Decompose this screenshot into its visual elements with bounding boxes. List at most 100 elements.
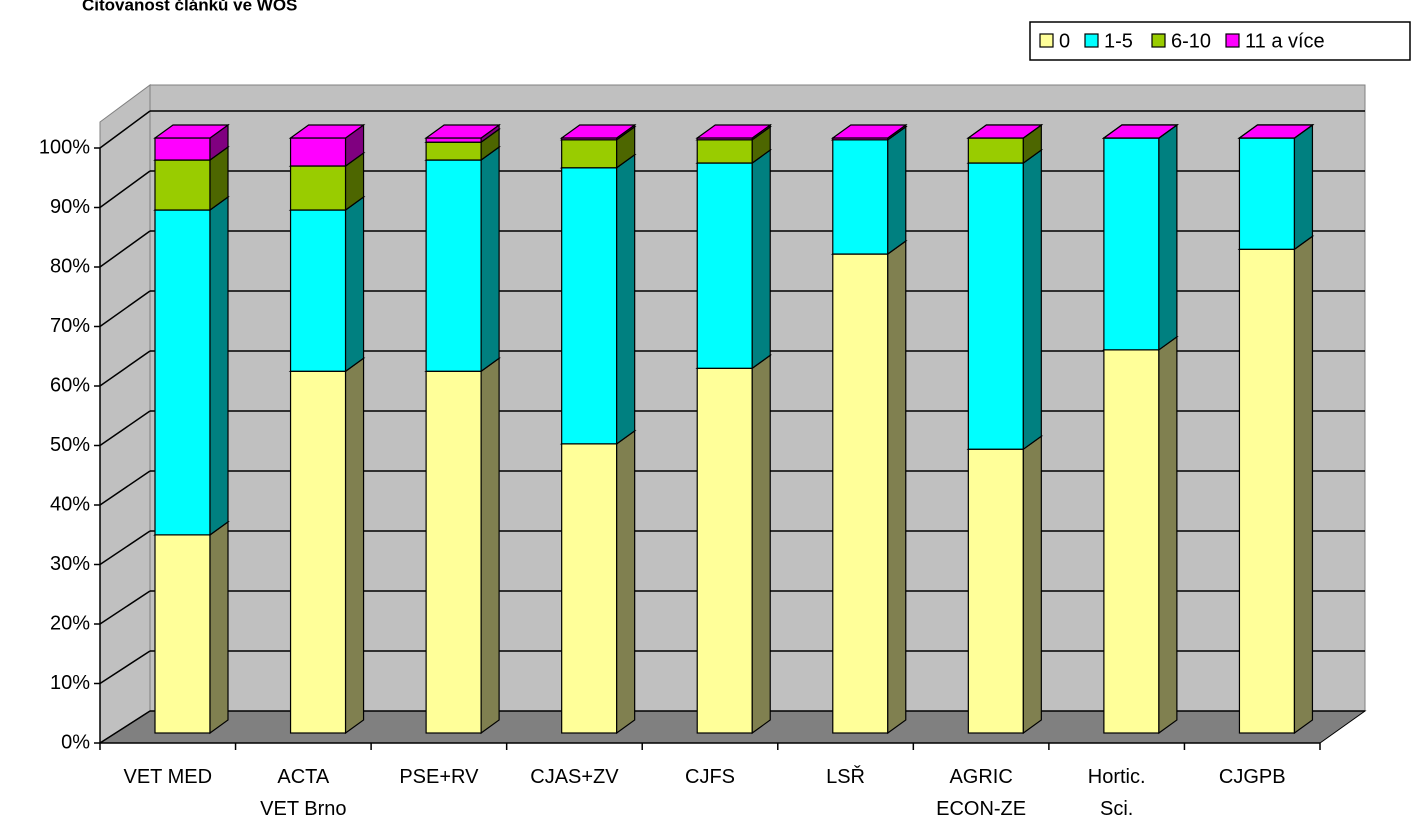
bar-side [616,429,636,735]
bar-segment [830,239,908,735]
bar-segment [966,435,1044,735]
bar-front [154,159,211,211]
bar-side [1158,123,1178,351]
bar-top [830,124,908,139]
bar-side [1293,235,1314,735]
bar-front [289,370,347,734]
grid-line [99,710,151,744]
grid-line [99,350,151,387]
bar-side [480,145,500,373]
bar-top [424,124,501,139]
y-tick-label: 30% [50,553,90,575]
bar-front [561,139,618,169]
bar-segment [695,123,773,141]
bar-front [289,209,347,372]
x-tick-label-line: Sci. [1100,798,1133,820]
bar-front [425,141,482,161]
x-tick-label-line: CJAS+ZV [530,766,619,788]
bar-front [696,367,753,734]
bar-segment [153,195,230,537]
bar-top [153,124,230,139]
bar-front [561,443,618,734]
grid-line [99,410,151,447]
grid-line [99,230,151,268]
bar-front [425,159,482,372]
x-tick-label: CJFS [685,766,735,788]
bar-side [344,357,365,735]
bar-segment [559,153,637,446]
bar-segment [288,123,366,168]
bar-top [966,124,1044,139]
bar-front [425,137,482,143]
y-tick-label: 10% [50,672,90,694]
x-tick-label: PSE+RV [399,766,479,788]
bar-front [289,137,347,167]
bar-segment [559,429,637,735]
bar-front [967,162,1024,450]
chart-title: Citovanost článků ve WOS [82,0,297,14]
bar-top [288,124,366,139]
y-tick-label: 0% [61,731,90,753]
bar-side [616,153,636,446]
y-tick-label: 50% [50,434,90,456]
bar-segment [1237,124,1315,139]
x-tick-label-line: CJFS [685,766,735,788]
grid-line [99,290,151,328]
bar-side [887,239,907,735]
bar-segment [966,148,1044,451]
bar-side [1158,335,1178,735]
bar-front [832,139,889,255]
bar-side [480,357,500,735]
x-tick-label-line: ACTA [277,766,330,788]
grid-line [99,650,151,685]
x-tick-label: ACTA VET Brno [260,766,346,820]
bar-front [154,137,211,161]
bar-side [1293,123,1314,251]
bar-front [967,448,1024,734]
bar-segment [695,148,773,370]
bar-front [696,162,753,369]
y-tick-label: 90% [50,196,90,218]
bar-segment [1237,123,1315,251]
x-tick-label: VET MED [124,766,213,788]
x-tick-label-line: Hortic. [1088,766,1146,788]
side-wall [99,84,151,744]
bar-front [561,167,618,445]
bar-side [751,148,771,370]
bar-top [695,124,773,139]
x-tick-label: CJAS+ZV [530,766,619,788]
bar-front [832,253,889,734]
bar-segment [288,195,366,373]
legend-label: 0 [1059,30,1070,52]
bar-segment [424,145,501,373]
bar-side [209,195,229,537]
legend-label: 6-10 [1171,30,1211,52]
bar-segment [424,357,501,735]
bar-front [1238,248,1296,734]
legend-label: 11 a více [1245,30,1325,52]
grid-line [99,110,151,149]
bar-front [154,209,211,536]
bar-side [1022,435,1042,735]
x-tick-label-line: VET MED [124,766,213,788]
bar-segment [288,357,366,735]
bar-segment [559,123,637,141]
x-tick-label: AGRIC ECON-ZE [936,766,1026,820]
bar-front [154,534,211,734]
bar-front [1238,137,1296,250]
x-tick-label-line: CJGPB [1219,766,1286,788]
grid-line [99,590,151,625]
bar-segment [966,124,1044,139]
bar-segment [1237,235,1315,735]
grid-line [99,470,151,506]
bar-side [344,195,365,373]
grid-line [99,170,151,209]
x-tick-label-line: VET Brno [260,798,346,820]
bar-front [696,139,753,164]
y-tick-label: 40% [50,493,90,515]
legend-swatch [1151,33,1166,48]
bar-top [1237,124,1315,139]
bar-segment [153,520,230,735]
y-tick-label: 100% [39,136,90,158]
bar-segment [1102,124,1179,139]
